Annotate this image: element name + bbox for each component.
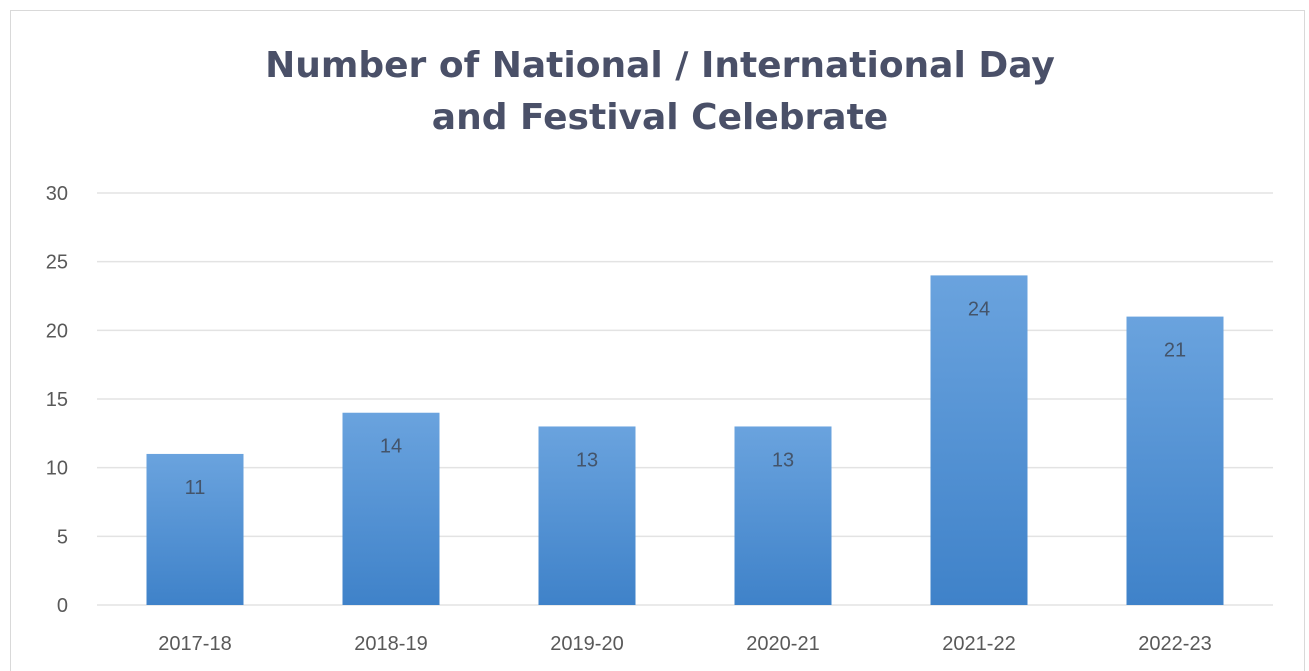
chart-title-line-1: Number of National / International Day bbox=[265, 45, 1055, 86]
chart-title-line-2: and Festival Celebrate bbox=[431, 97, 889, 138]
data-label: 13 bbox=[772, 449, 794, 471]
bars bbox=[146, 275, 1224, 605]
data-label: 13 bbox=[576, 449, 598, 471]
y-tick-label: 10 bbox=[46, 458, 68, 480]
bar-2017-18 bbox=[146, 453, 244, 605]
x-tick-label: 2019-20 bbox=[550, 633, 623, 655]
data-label: 24 bbox=[968, 298, 990, 320]
bar-2018-19 bbox=[342, 412, 440, 605]
x-tick-label: 2017-18 bbox=[158, 633, 231, 655]
x-tick-label: 2018-19 bbox=[354, 633, 427, 655]
x-tick-label: 2021-22 bbox=[942, 633, 1015, 655]
y-tick-label: 5 bbox=[57, 526, 68, 548]
x-tick-label: 2020-21 bbox=[746, 633, 819, 655]
x-tick-label: 2022-23 bbox=[1138, 633, 1211, 655]
data-label: 11 bbox=[185, 477, 206, 499]
bar-2021-22 bbox=[930, 275, 1028, 605]
y-tick-label: 25 bbox=[46, 252, 68, 274]
data-label: 21 bbox=[1164, 340, 1186, 362]
chart-title: Number of National / International Day a… bbox=[0, 40, 1309, 144]
y-tick-label: 20 bbox=[46, 320, 68, 342]
data-label: 14 bbox=[380, 436, 402, 458]
y-tick-label: 0 bbox=[57, 595, 68, 617]
y-axis-ticks: 0 5 10 15 20 25 30 bbox=[46, 183, 68, 617]
bar-2020-21 bbox=[734, 426, 832, 605]
gridlines bbox=[97, 192, 1273, 606]
y-tick-label: 30 bbox=[46, 183, 68, 205]
bar-2022-23 bbox=[1126, 316, 1224, 605]
y-tick-label: 15 bbox=[46, 389, 68, 411]
x-axis-ticks: 2017-18 2018-19 2019-20 2020-21 2021-22 2022-… bbox=[158, 633, 1211, 655]
bar-2019-20 bbox=[538, 426, 636, 605]
data-labels: 11 14 13 13 24 21 bbox=[185, 298, 1187, 499]
